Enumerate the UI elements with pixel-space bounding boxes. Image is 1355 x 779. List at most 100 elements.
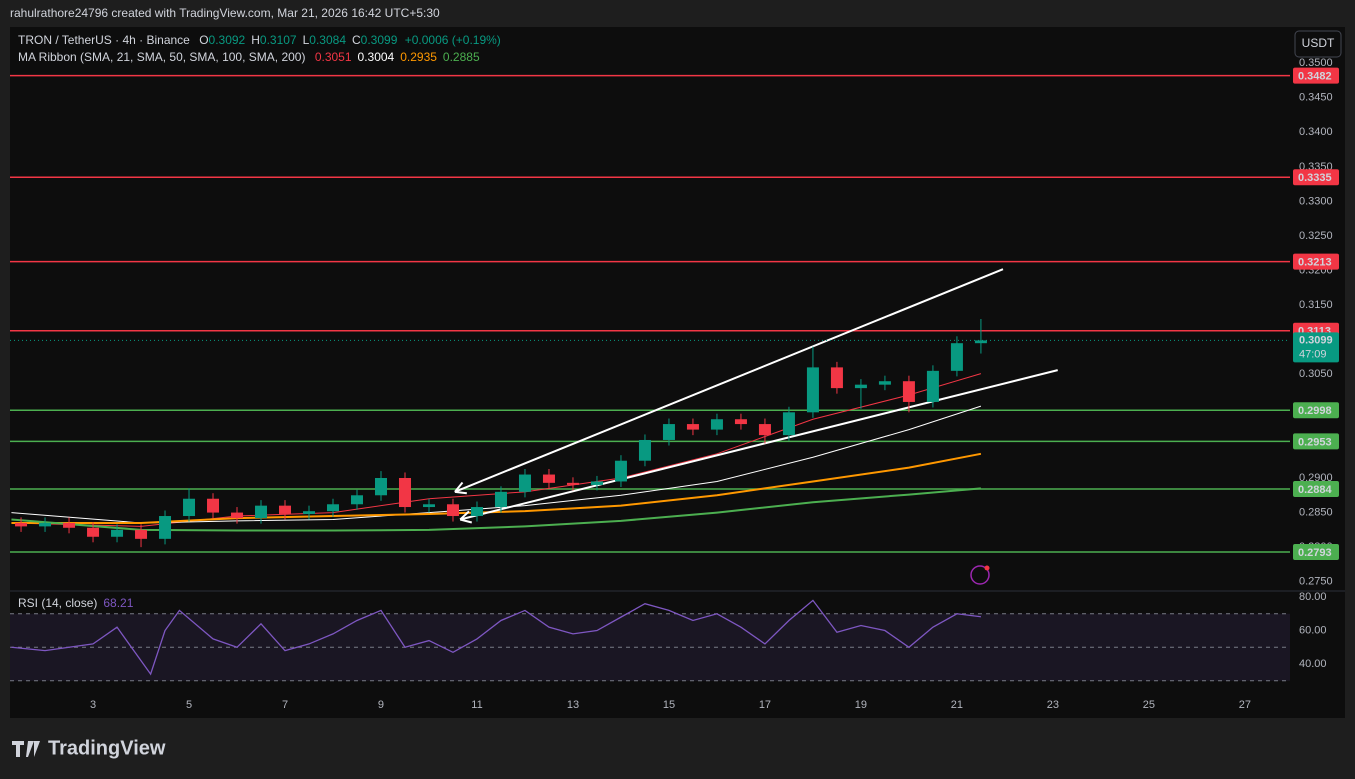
trendline-arrow xyxy=(454,490,467,495)
y-tick-label: 0.3400 xyxy=(1299,126,1333,138)
rsi-tick-label: 40.00 xyxy=(1299,658,1327,670)
legend-symbol: TRON / TetherUS · 4h · Binance O0.3092 H0… xyxy=(18,33,501,47)
level-label: 0.2884 xyxy=(1298,484,1333,496)
alert-dot xyxy=(984,565,990,571)
alert-icon[interactable] xyxy=(970,565,990,585)
symbol: TRON / TetherUS · 4h · Binance xyxy=(18,33,190,47)
candle-body xyxy=(350,495,363,505)
candle-body xyxy=(710,419,723,430)
trendline-arrow xyxy=(459,518,473,524)
candle-body xyxy=(303,511,316,514)
x-tick-label: 13 xyxy=(567,699,579,711)
candle-body xyxy=(279,505,292,514)
ma-value: 0.3051 xyxy=(315,50,352,64)
ma-value: 0.2935 xyxy=(400,50,437,64)
x-tick-label: 27 xyxy=(1239,699,1251,711)
level-label: 0.2953 xyxy=(1298,436,1332,448)
y-tick-label: 0.2750 xyxy=(1299,576,1333,588)
chart-panel xyxy=(10,27,1345,718)
candle-body xyxy=(902,381,915,402)
level-label: 0.3335 xyxy=(1298,172,1332,184)
attribution: rahulrathore24796 created with TradingVi… xyxy=(10,6,440,20)
ma-line xyxy=(11,405,982,524)
candle-body xyxy=(518,474,531,492)
legend-ma: MA Ribbon (SMA, 21, SMA, 50, SMA, 100, S… xyxy=(18,50,480,64)
candle-body xyxy=(782,412,795,436)
rsi-tick-label: 80.00 xyxy=(1299,591,1327,603)
candle-body xyxy=(494,491,507,508)
currency-button[interactable] xyxy=(1294,30,1342,58)
ohlc-value: 0.3084 xyxy=(309,33,346,47)
ma-value: 0.2885 xyxy=(443,50,480,64)
y-tick-label: 0.3300 xyxy=(1299,195,1333,207)
candle-body xyxy=(231,512,244,519)
candle-body xyxy=(590,481,603,485)
candle-body xyxy=(950,343,963,371)
level-badge xyxy=(1293,67,1339,84)
x-tick-label: 15 xyxy=(663,699,675,711)
rsi-legend: RSI (14, close) 68.21 xyxy=(18,596,134,610)
candle-body xyxy=(326,504,339,512)
candle-body xyxy=(542,474,555,483)
y-tick-label: 0.3250 xyxy=(1299,230,1333,242)
candle-body xyxy=(374,478,387,496)
candle-body xyxy=(854,384,867,389)
ohlc-value: 0.3107 xyxy=(260,33,297,47)
x-tick-label: 23 xyxy=(1047,699,1059,711)
level-badge xyxy=(1293,402,1339,419)
candle-body xyxy=(398,478,411,508)
candle-body xyxy=(614,460,627,482)
change: +0.0006 (+0.19%) xyxy=(405,33,501,47)
y-tick-label: 0.3050 xyxy=(1299,368,1333,380)
level-label: 0.2793 xyxy=(1298,547,1332,559)
level-badge xyxy=(1293,169,1339,186)
level-label: 0.3482 xyxy=(1298,71,1332,83)
brand-mark xyxy=(12,741,40,757)
level-label: 0.3213 xyxy=(1298,257,1332,269)
candle-body xyxy=(111,529,124,537)
candle-body xyxy=(974,340,987,344)
level-badge xyxy=(1293,543,1339,560)
x-tick-label: 21 xyxy=(951,699,963,711)
candle-body xyxy=(15,522,28,527)
y-tick-label: 0.2850 xyxy=(1299,506,1333,518)
currency-button-label[interactable]: USDT xyxy=(1302,36,1335,50)
y-tick-label: 0.3450 xyxy=(1299,92,1333,104)
last-price-badge xyxy=(1293,332,1339,363)
x-tick-label: 3 xyxy=(90,699,96,711)
candle-body xyxy=(159,516,172,539)
ohlc-value: 0.3092 xyxy=(209,33,246,47)
ohlc-label: C xyxy=(352,33,361,47)
ma-line xyxy=(11,452,982,524)
ohlc-label: L xyxy=(303,33,310,47)
candle-body xyxy=(470,507,483,517)
candle-body xyxy=(183,498,196,517)
level-label: 0.2998 xyxy=(1298,405,1332,417)
ohlc-label: H xyxy=(251,33,260,47)
candle-body xyxy=(662,424,675,440)
candle-body xyxy=(207,498,220,513)
ohlc: O0.3092 H0.3107 L0.3084 C0.3099 xyxy=(199,33,398,47)
x-tick-label: 17 xyxy=(759,699,771,711)
y-tick-label: 0.3150 xyxy=(1299,299,1333,311)
x-tick-label: 19 xyxy=(855,699,867,711)
ma-line xyxy=(11,487,982,532)
trendline-arrow xyxy=(459,510,470,521)
ma-value: 0.3004 xyxy=(358,50,395,64)
candle-body xyxy=(758,424,771,436)
candle-body xyxy=(830,367,843,389)
ohlc-value: 0.3099 xyxy=(361,33,398,47)
y-tick-label: 0.3500 xyxy=(1299,57,1333,69)
candle-body xyxy=(878,381,891,385)
rsi-title: RSI (14, close) xyxy=(18,596,97,610)
x-tick-label: 25 xyxy=(1143,699,1155,711)
candle-body xyxy=(446,504,459,517)
brand-logo xyxy=(12,741,40,757)
candle-body xyxy=(926,370,939,402)
rsi-value: 68.21 xyxy=(103,596,133,610)
level-badge xyxy=(1293,253,1339,270)
rsi-tick-label: 60.00 xyxy=(1299,624,1327,636)
candle-body xyxy=(422,504,435,508)
